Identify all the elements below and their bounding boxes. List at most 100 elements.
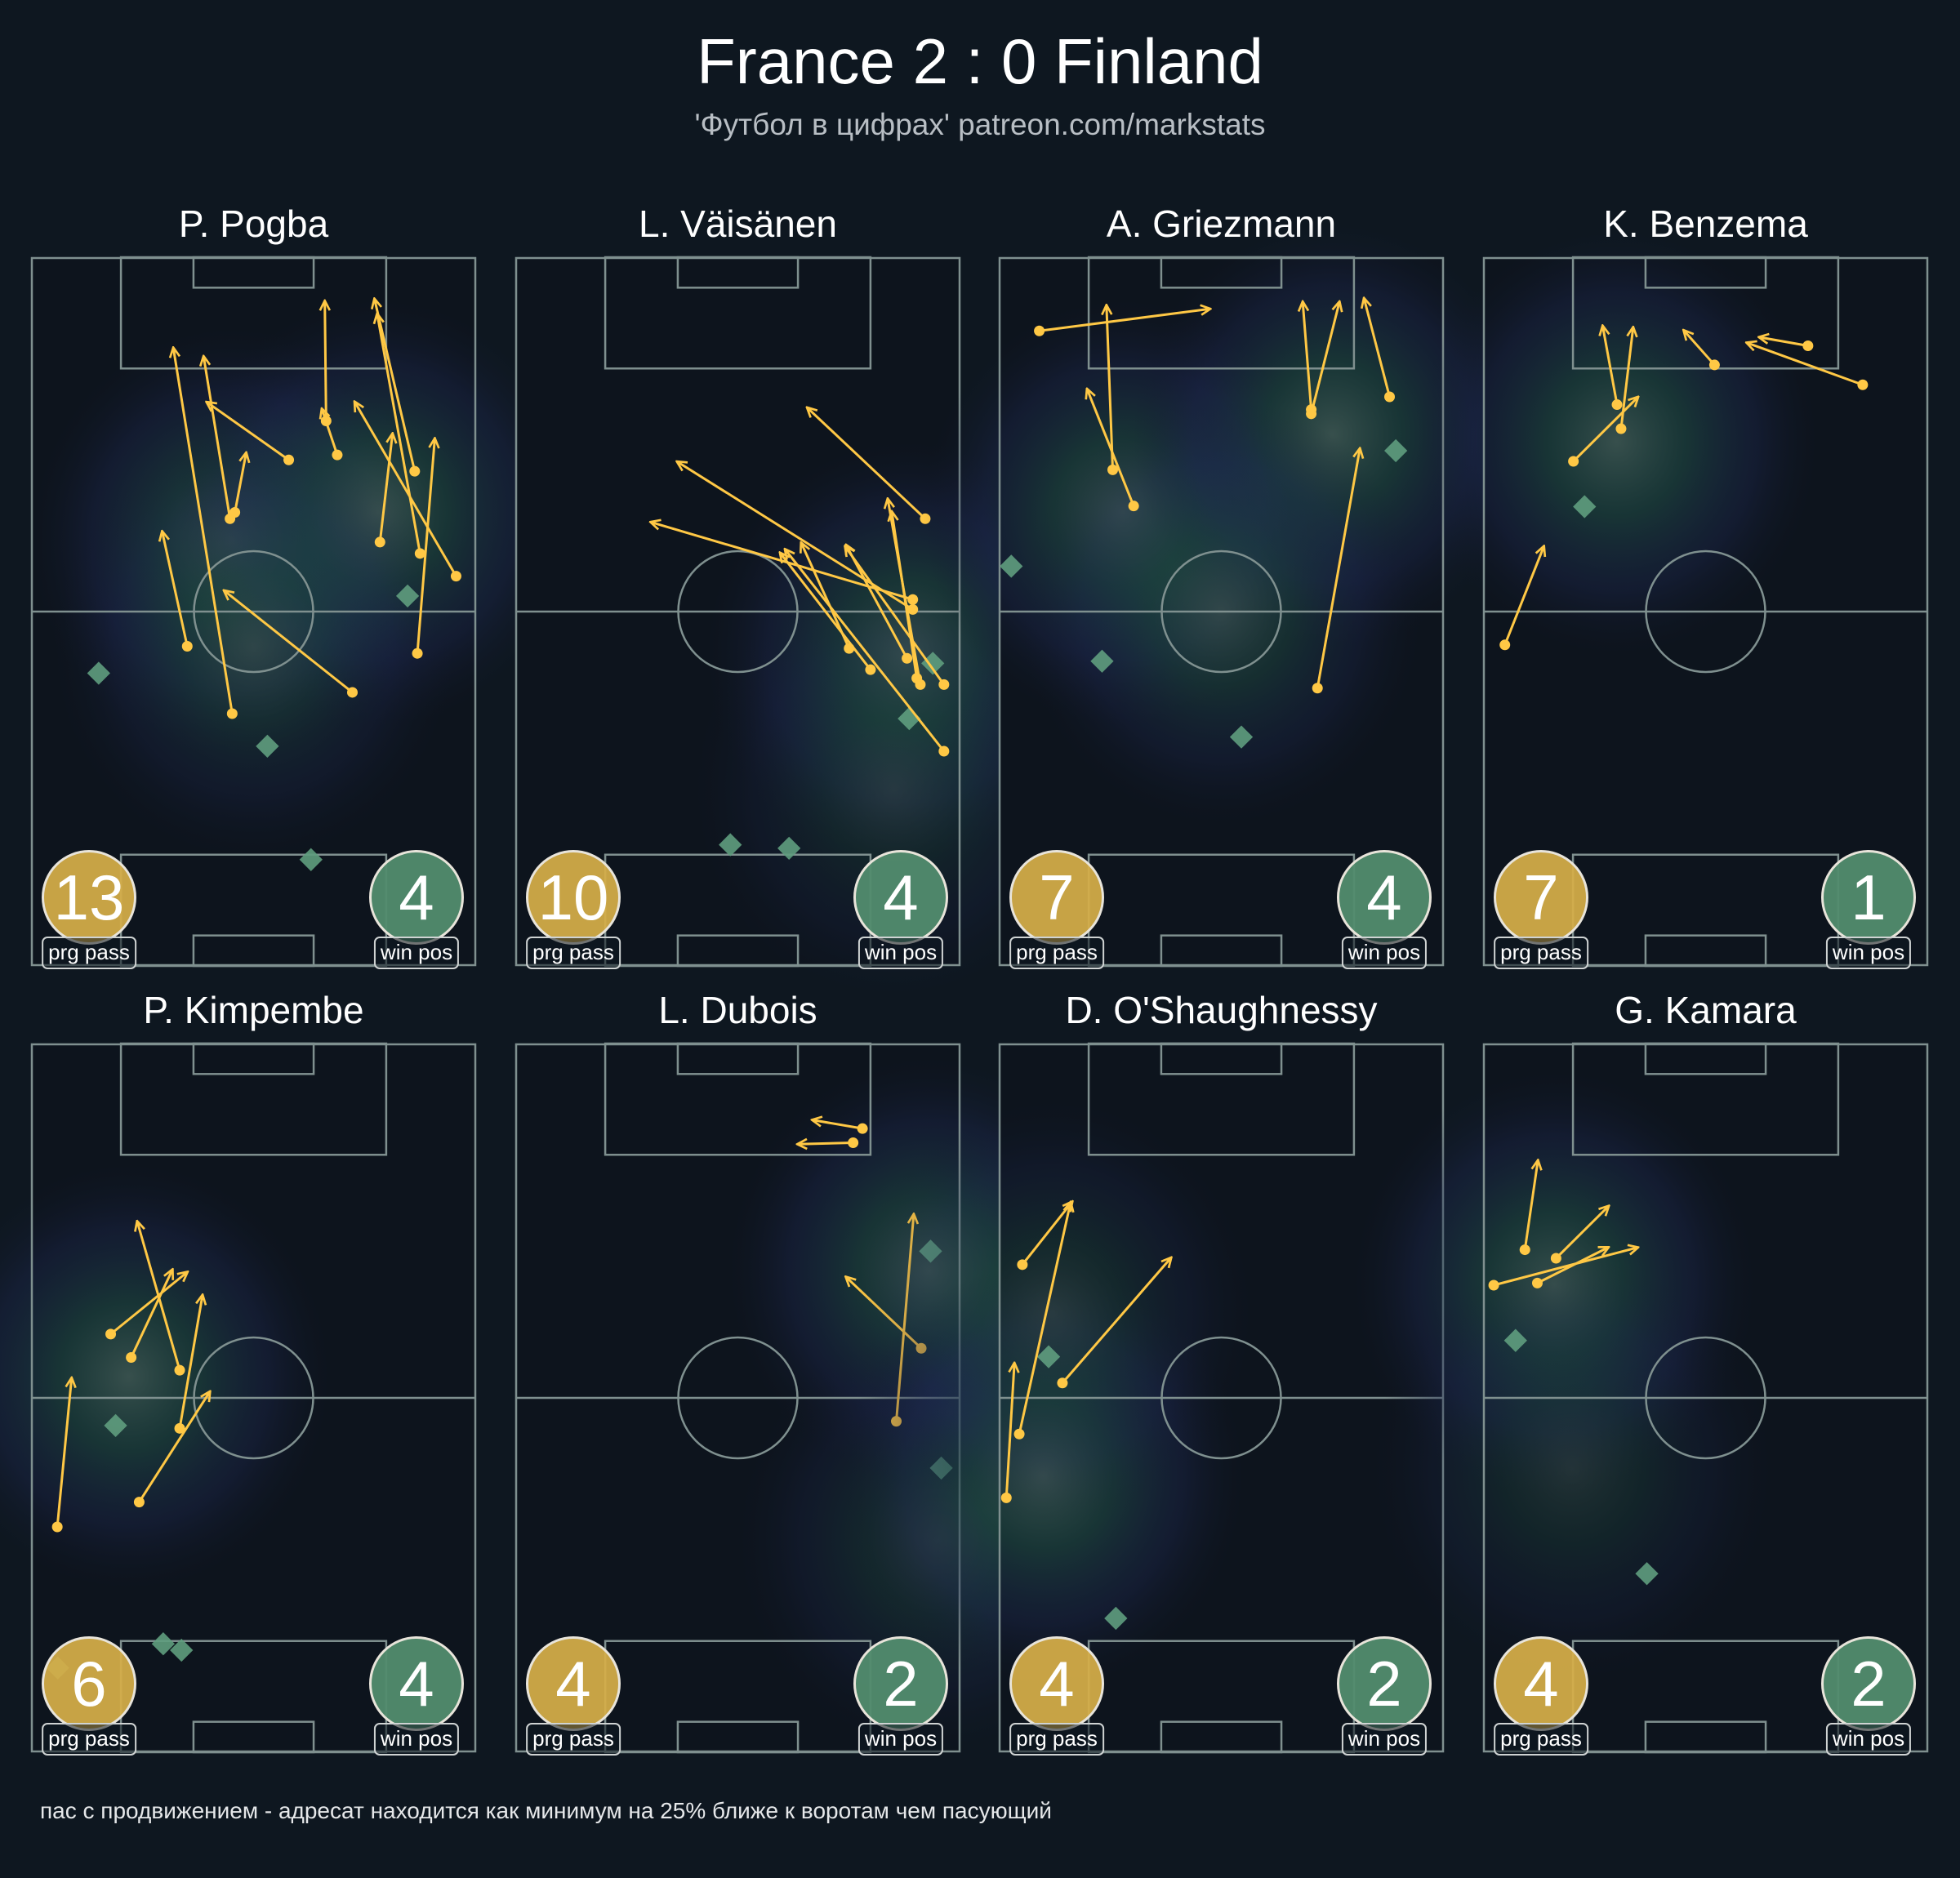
- win-possession-label: win pos: [858, 937, 944, 969]
- penalty-box: [1571, 853, 1840, 968]
- touch-density-area: [0, 1164, 330, 1590]
- six-yard-box: [192, 934, 315, 968]
- win-possession-label: win pos: [1825, 1723, 1912, 1756]
- pass-origin-dot: [938, 679, 950, 690]
- pass-origin-dot: [1034, 325, 1045, 336]
- player-panel: L. Väisänen 10 prg pass 4 win pos: [514, 202, 1107, 1002]
- progressive-pass-arrow: [1748, 343, 1864, 386]
- touch-density-area: [693, 576, 1094, 1002]
- win-possession-label: win pos: [1825, 937, 1912, 969]
- progressive-pass-arrow: [375, 300, 416, 472]
- win-possession-label: win pos: [858, 1723, 944, 1756]
- win-possession-count-badge: 4: [369, 850, 464, 945]
- pass-origin-dot: [1384, 391, 1396, 403]
- progressive-pass-arrow: [786, 550, 946, 752]
- progressive-pass-arrow: [1004, 1364, 1014, 1498]
- progressive-pass-arrow: [1018, 1203, 1071, 1435]
- progressive-pass-arrow: [1523, 1161, 1538, 1250]
- progressive-pass-arrow: [207, 403, 290, 461]
- pass-origin-dot: [105, 1328, 117, 1340]
- win-position-marker: [1383, 438, 1408, 463]
- pass-origin-dot: [1488, 1279, 1499, 1291]
- pass-origin-dot: [414, 548, 425, 559]
- player-name: P. Pogba: [178, 202, 329, 245]
- progressive-pass-label: prg pass: [1009, 937, 1104, 969]
- six-yard-box: [1644, 256, 1767, 289]
- progressive-pass-arrow: [325, 302, 327, 421]
- progressive-pass-label: prg pass: [42, 1723, 136, 1756]
- progressive-pass-count-badge: 7: [1494, 850, 1588, 945]
- progressive-pass-arrow: [813, 1120, 863, 1130]
- pass-origin-dot: [1128, 501, 1139, 512]
- progressive-pass-arrow: [130, 1271, 172, 1359]
- player-name: D. O'Shaughnessy: [1065, 989, 1378, 1031]
- progressive-pass-label: prg pass: [42, 937, 136, 969]
- center-circle: [677, 1336, 799, 1460]
- progressive-pass-arrow: [416, 439, 434, 654]
- win-position-marker: [256, 734, 279, 759]
- win-possession-count-badge: 4: [369, 1636, 464, 1731]
- progressive-pass-count-badge: 13: [42, 850, 136, 945]
- pitch: [923, 221, 1533, 968]
- pitch: [843, 1042, 1445, 1754]
- touch-density-area: [1371, 1256, 1773, 1682]
- pass-origin-dot: [229, 506, 241, 518]
- win-position-marker: [1573, 495, 1597, 518]
- center-circle: [1160, 550, 1282, 674]
- pass-origin-dot: [1611, 399, 1623, 411]
- center-circle: [1645, 1336, 1766, 1460]
- progressive-pass-arrow: [1316, 449, 1360, 689]
- center-circle: [1645, 550, 1766, 674]
- touch-density-area: [53, 434, 454, 860]
- pass-origin-dot: [848, 1137, 859, 1149]
- six-yard-box: [676, 1720, 800, 1754]
- pass-origin-dot: [1615, 423, 1627, 434]
- six-yard-box: [1644, 934, 1767, 968]
- six-yard-box: [192, 1720, 315, 1754]
- win-position-marker: [395, 584, 420, 608]
- progressive-pass-count-badge: 4: [526, 1636, 621, 1731]
- pitch: [30, 256, 579, 968]
- six-yard-box: [192, 256, 315, 289]
- win-possession-count-badge: 2: [1337, 1636, 1432, 1731]
- pass-origin-dot: [1057, 1377, 1068, 1389]
- center-circle: [677, 550, 799, 674]
- six-yard-box: [1644, 1042, 1767, 1075]
- touch-density-area: [852, 1100, 1253, 1526]
- win-possession-label: win pos: [1341, 937, 1428, 969]
- subtitle: 'Футбол в цифрах' patreon.com/markstats: [694, 108, 1266, 141]
- win-position-marker: [151, 1632, 176, 1656]
- progressive-pass-arrow: [1555, 1207, 1608, 1260]
- win-position-marker: [87, 661, 110, 685]
- pass-origin-dot: [1531, 1277, 1543, 1288]
- progressive-pass-arrow: [355, 403, 457, 577]
- six-yard-box: [676, 934, 800, 968]
- win-possession-count-badge: 2: [853, 1636, 948, 1731]
- progressive-pass-arrow: [234, 453, 247, 513]
- player-panel: A. Griezmann 7 prg pass 4 win pos: [923, 202, 1533, 969]
- pass-origin-dot: [174, 1364, 185, 1376]
- pass-origin-dot: [1499, 639, 1511, 651]
- progressive-pass-arrow: [799, 1143, 853, 1145]
- progressive-pass-arrow: [1107, 306, 1115, 470]
- progressive-pass-label: prg pass: [526, 937, 621, 969]
- player-name: L. Väisänen: [639, 202, 837, 245]
- pass-origin-dot: [1000, 1492, 1012, 1503]
- pass-origin-dot: [346, 687, 358, 698]
- player-name: K. Benzema: [1603, 202, 1808, 245]
- pass-origin-dot: [51, 1521, 63, 1533]
- pass-origin-dot: [857, 1123, 868, 1134]
- touch-density-area: [1416, 229, 1817, 655]
- progressive-pass-count-badge: 10: [526, 850, 621, 945]
- progressive-pass-arrow: [1684, 331, 1716, 366]
- pass-origin-dot: [1550, 1253, 1561, 1264]
- progressive-pass-arrow: [781, 554, 872, 671]
- penalty-box: [119, 1640, 388, 1754]
- progressive-pass-count-badge: 4: [1494, 1636, 1588, 1731]
- pass-origin-dot: [174, 1422, 185, 1434]
- player-name: L. Dubois: [658, 989, 817, 1031]
- pass-origin-dot: [181, 641, 193, 652]
- progressive-pass-label: prg pass: [526, 1723, 621, 1756]
- progressive-pass-arrow: [378, 434, 392, 543]
- win-position-marker: [170, 1638, 194, 1662]
